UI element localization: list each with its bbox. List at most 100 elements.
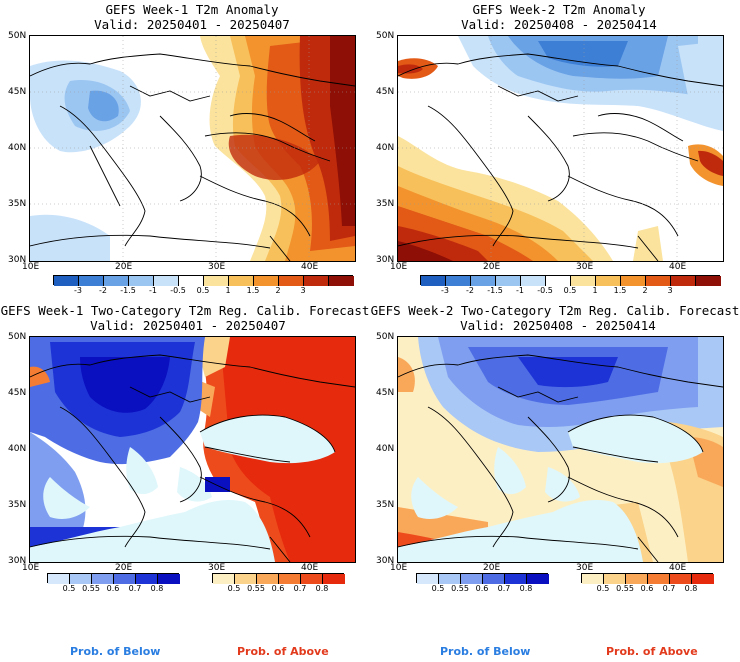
prob_above_colorbar-swatch (323, 574, 345, 584)
anomaly_colorbar-swatch (471, 276, 496, 286)
prob-below-label-right: Prob. of Below (440, 645, 531, 658)
anomaly_colorbar-tick-label: 0.5 (196, 286, 210, 295)
anomaly_colorbar-tick-label: 3 (300, 286, 306, 295)
prob_below_colorbar-swatch (136, 574, 158, 584)
anomaly_colorbar-tick-label: 1 (225, 286, 231, 295)
anomaly_colorbar-swatch (521, 276, 546, 286)
prob_below_colorbar-tick-label: 0.8 (150, 584, 164, 593)
panel-2-lon-40: 40E (669, 262, 687, 272)
panel-2-colorbar: -3 -2 -1.5 -1 -0.5 0.5 1 1.5 2 3 (420, 275, 721, 297)
panel-2-title: GEFS Week-2 T2m Anomaly (472, 2, 646, 17)
anomaly_colorbar-swatch (671, 276, 696, 286)
anomaly_colorbar-tick-label: 0.5 (563, 286, 577, 295)
prob_above_colorbar-tick-label: 0.55 (616, 584, 634, 593)
panel-1-lat-35: 35N (8, 199, 27, 209)
prob_below_colorbar-tick-label: 0.55 (451, 584, 469, 593)
anomaly_colorbar-tick-label: 2 (275, 286, 281, 295)
anomaly_colorbar-swatch (596, 276, 621, 286)
panel-3-title: GEFS Week-1 Two-Category T2m Reg. Calib.… (0, 303, 370, 318)
prob_above_colorbar-swatch (648, 574, 670, 584)
panel-2-lat-45: 45N (376, 87, 395, 97)
panel-3-valid: Valid: 20250401 - 20250407 (90, 318, 286, 333)
prob_above_colorbar-swatch (626, 574, 648, 584)
anomaly_colorbar-swatch (179, 276, 204, 286)
prob-above-label-right: Prob. of Above (606, 645, 698, 658)
panel-3-lon-40: 40E (301, 563, 319, 573)
panel-4-lon-40: 40E (669, 563, 687, 573)
panel-1-lon-30: 30E (208, 262, 226, 272)
prob_above_colorbar-swatch (604, 574, 626, 584)
panel-4-lon-10: 10E (390, 563, 408, 573)
prob-below-label-left: Prob. of Below (70, 645, 161, 658)
prob_below_colorbar-swatch (48, 574, 70, 584)
prob_below_colorbar-swatch (114, 574, 136, 584)
prob_above_colorbar-tick-label: 0.6 (271, 584, 285, 593)
prob_below_colorbar-tick-label: 0.8 (519, 584, 533, 593)
panel-3-colorbar-above: 0.5 0.55 0.6 0.7 0.8 (212, 573, 345, 595)
anomaly_colorbar-swatch (79, 276, 104, 286)
prob_below_colorbar-swatch (92, 574, 114, 584)
prob_below_colorbar-swatch (417, 574, 439, 584)
panel-1-map (29, 35, 356, 262)
anomaly_colorbar-swatch (204, 276, 229, 286)
panel-4-map (397, 336, 724, 563)
anomaly_colorbar-swatch (129, 276, 154, 286)
anomaly_colorbar-tick-label: -2 (99, 286, 107, 295)
panel-2-lon-10: 10E (390, 262, 408, 272)
panel-2-lon-30: 30E (576, 262, 594, 272)
panel-3-lat-45: 45N (8, 388, 27, 398)
anomaly_colorbar-tick-label: -1.5 (487, 286, 503, 295)
panel-3-lon-10: 10E (22, 563, 40, 573)
panel-3-lat-50: 50N (8, 332, 27, 342)
anomaly_colorbar-swatch (696, 276, 721, 286)
panel-1-lat-50: 50N (8, 31, 27, 41)
prob_above_colorbar-swatch (213, 574, 235, 584)
anomaly_colorbar-swatch (304, 276, 329, 286)
panel-3-colorbar-below: 0.5 0.55 0.6 0.7 0.8 (47, 573, 180, 595)
panel-1-lon-10: 10E (22, 262, 40, 272)
anomaly_colorbar-tick-label: -3 (74, 286, 82, 295)
panel-4-lat-35: 35N (376, 500, 395, 510)
prob_below_colorbar-tick-label: 0.55 (82, 584, 100, 593)
anomaly_colorbar-swatch (421, 276, 446, 286)
anomaly_colorbar-swatch (54, 276, 79, 286)
anomaly_colorbar-swatch (621, 276, 646, 286)
prob_above_colorbar-swatch (235, 574, 257, 584)
anomaly_colorbar-tick-label: -1.5 (120, 286, 136, 295)
panel-3-map (29, 336, 356, 563)
prob_below_colorbar-swatch (483, 574, 505, 584)
anomaly_colorbar-tick-label: 1.5 (246, 286, 260, 295)
anomaly_colorbar-swatch (279, 276, 304, 286)
anomaly_colorbar-tick-label: -1 (149, 286, 157, 295)
prob_below_colorbar-tick-label: 0.7 (128, 584, 142, 593)
anomaly_colorbar-swatch (571, 276, 596, 286)
anomaly_colorbar-swatch (229, 276, 254, 286)
prob_above_colorbar-tick-label: 0.7 (293, 584, 307, 593)
panel-1-lat-30: 30N (8, 255, 27, 265)
panel-4-colorbar-above: 0.5 0.55 0.6 0.7 0.8 (581, 573, 714, 595)
prob_below_colorbar-swatch (439, 574, 461, 584)
anomaly_colorbar-tick-label: 2 (642, 286, 648, 295)
panel-2-lat-40: 40N (376, 143, 395, 153)
panel-2-lat-35: 35N (376, 199, 395, 209)
panel-1-title: GEFS Week-1 T2m Anomaly (105, 2, 279, 17)
prob_above_colorbar-tick-label: 0.8 (315, 584, 329, 593)
anomaly_colorbar-tick-label: 1.5 (613, 286, 627, 295)
anomaly_colorbar-swatch (646, 276, 671, 286)
prob_below_colorbar-swatch (461, 574, 483, 584)
anomaly_colorbar-tick-label: 3 (667, 286, 673, 295)
prob_above_colorbar-tick-label: 0.7 (662, 584, 676, 593)
anomaly_colorbar-tick-label: 1 (592, 286, 598, 295)
panel-4-lon-20: 20E (483, 563, 501, 573)
prob_above_colorbar-swatch (692, 574, 714, 584)
panel-3-lon-20: 20E (115, 563, 133, 573)
panel-3-lat-35: 35N (8, 500, 27, 510)
prob_below_colorbar-frame (416, 573, 549, 584)
anomaly_colorbar-frame (420, 275, 721, 286)
anomaly_colorbar-swatch (446, 276, 471, 286)
panel-4-lon-30: 30E (576, 563, 594, 573)
anomaly_colorbar-tick-label: -3 (441, 286, 449, 295)
panel-2-lat-50: 50N (376, 31, 395, 41)
prob-above-label-left: Prob. of Above (237, 645, 329, 658)
prob_below_colorbar-tick-label: 0.5 (62, 584, 76, 593)
